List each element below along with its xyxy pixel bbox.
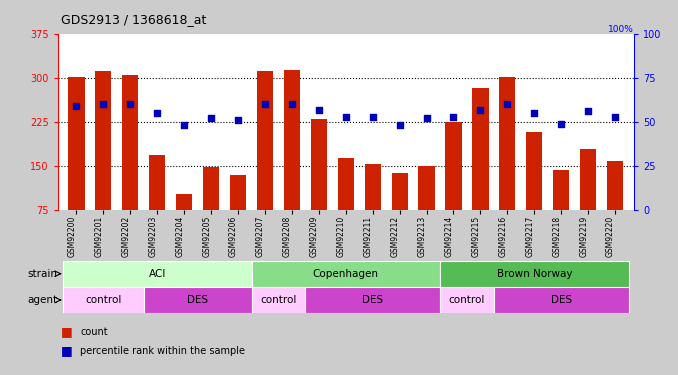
Point bbox=[125, 101, 136, 107]
Text: DES: DES bbox=[362, 295, 383, 305]
Text: percentile rank within the sample: percentile rank within the sample bbox=[80, 346, 245, 355]
Bar bbox=[68, 76, 85, 210]
Bar bbox=[580, 150, 596, 210]
Bar bbox=[252, 287, 305, 313]
Bar bbox=[338, 158, 354, 210]
Text: control: control bbox=[449, 295, 485, 305]
Text: ■: ■ bbox=[61, 344, 73, 357]
Bar bbox=[440, 287, 494, 313]
Text: ACI: ACI bbox=[148, 269, 166, 279]
Bar bbox=[392, 173, 407, 210]
Bar bbox=[176, 194, 193, 210]
Bar bbox=[203, 167, 219, 210]
Point bbox=[152, 110, 163, 116]
Bar bbox=[418, 166, 435, 210]
Bar bbox=[252, 261, 440, 287]
Point bbox=[179, 122, 190, 128]
Point bbox=[582, 108, 593, 114]
Bar bbox=[149, 155, 165, 210]
Point bbox=[475, 106, 486, 112]
Point bbox=[529, 110, 540, 116]
Bar bbox=[311, 119, 327, 210]
Point bbox=[367, 114, 378, 120]
Bar bbox=[230, 175, 246, 210]
Point bbox=[502, 101, 513, 107]
Text: Copenhagen: Copenhagen bbox=[313, 269, 379, 279]
Bar bbox=[607, 161, 623, 210]
Text: ■: ■ bbox=[61, 326, 73, 338]
Bar bbox=[499, 77, 515, 210]
Point bbox=[71, 103, 82, 109]
Point bbox=[556, 121, 567, 127]
Point bbox=[260, 101, 271, 107]
Bar bbox=[445, 122, 462, 210]
Text: strain: strain bbox=[27, 269, 57, 279]
Bar bbox=[365, 164, 381, 210]
Point bbox=[233, 117, 243, 123]
Bar bbox=[122, 75, 138, 210]
Point bbox=[340, 114, 351, 120]
Text: DES: DES bbox=[551, 295, 572, 305]
Text: GDS2913 / 1368618_at: GDS2913 / 1368618_at bbox=[61, 13, 206, 26]
Text: Brown Norway: Brown Norway bbox=[496, 269, 572, 279]
Point bbox=[98, 101, 109, 107]
Text: control: control bbox=[260, 295, 297, 305]
Point bbox=[610, 114, 620, 120]
Point bbox=[421, 116, 432, 122]
Point bbox=[205, 116, 216, 122]
Bar bbox=[305, 287, 440, 313]
Bar bbox=[440, 261, 629, 287]
Bar bbox=[284, 70, 300, 210]
Text: control: control bbox=[85, 295, 121, 305]
Text: 100%: 100% bbox=[608, 25, 634, 34]
Point bbox=[287, 101, 298, 107]
Bar bbox=[96, 71, 111, 210]
Bar bbox=[144, 287, 252, 313]
Bar bbox=[526, 132, 542, 210]
Point bbox=[394, 122, 405, 128]
Point bbox=[313, 106, 324, 112]
Bar bbox=[494, 287, 629, 313]
Text: count: count bbox=[80, 327, 108, 337]
Text: agent: agent bbox=[27, 295, 57, 305]
Bar bbox=[553, 170, 570, 210]
Bar bbox=[63, 287, 144, 313]
Text: DES: DES bbox=[187, 295, 208, 305]
Bar bbox=[63, 261, 252, 287]
Point bbox=[448, 114, 459, 120]
Bar bbox=[257, 71, 273, 210]
Bar bbox=[473, 88, 489, 210]
